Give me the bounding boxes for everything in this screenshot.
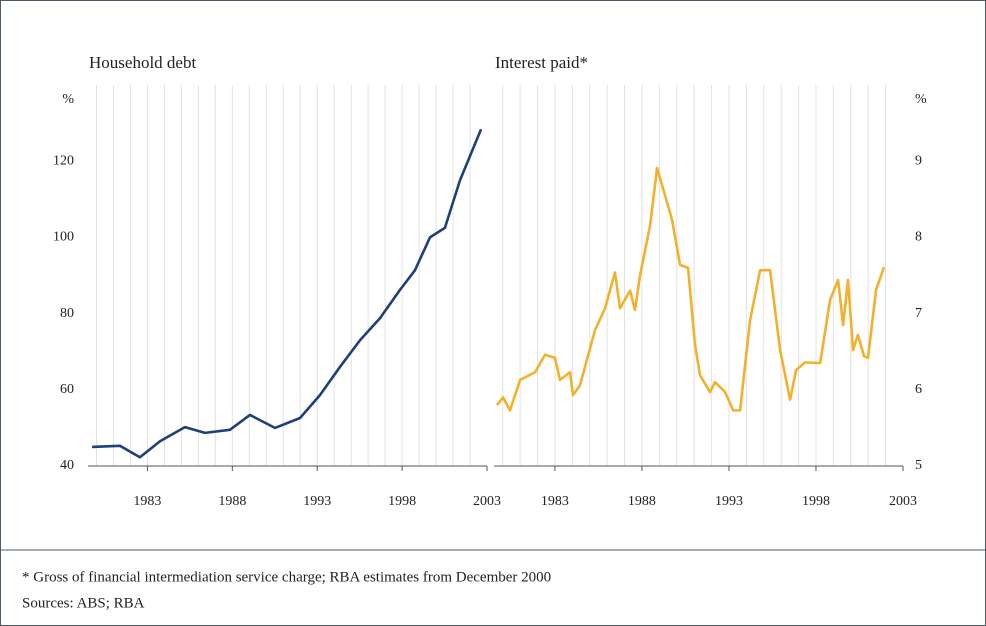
sources: Sources: ABS; RBA xyxy=(22,595,145,611)
x-tick-label: 1988 xyxy=(218,494,246,509)
y-unit: % xyxy=(915,92,927,107)
y-tick-label: 5 xyxy=(915,458,922,473)
x-tick-label: 1998 xyxy=(802,494,830,509)
data-line xyxy=(495,166,886,412)
y-tick-label: 80 xyxy=(60,306,74,321)
y-unit: % xyxy=(62,92,74,107)
x-tick-label: 1983 xyxy=(133,494,161,509)
y-tick-label: 100 xyxy=(53,230,74,245)
panel-title: Household debt xyxy=(89,53,196,72)
data-line xyxy=(92,128,483,459)
x-tick-label: 1998 xyxy=(388,494,416,509)
x-tick-label: 1988 xyxy=(628,494,656,509)
x-tick-label: 1993 xyxy=(303,494,331,509)
footnote: * Gross of financial intermediation serv… xyxy=(22,569,551,585)
y-tick-label: 60 xyxy=(60,382,74,397)
y-tick-label: 7 xyxy=(915,306,922,321)
y-tick-label: 9 xyxy=(915,153,922,168)
y-tick-label: 6 xyxy=(915,382,922,397)
y-tick-label: 120 xyxy=(53,153,74,168)
x-tick-label: 1993 xyxy=(715,494,743,509)
x-tick-label: 2003 xyxy=(473,494,501,509)
x-tick-label: 1983 xyxy=(541,494,569,509)
y-tick-label: 40 xyxy=(60,458,74,473)
x-tick-label: 2003 xyxy=(889,494,917,509)
y-tick-label: 8 xyxy=(915,230,922,245)
panel-title: Interest paid* xyxy=(495,53,588,72)
